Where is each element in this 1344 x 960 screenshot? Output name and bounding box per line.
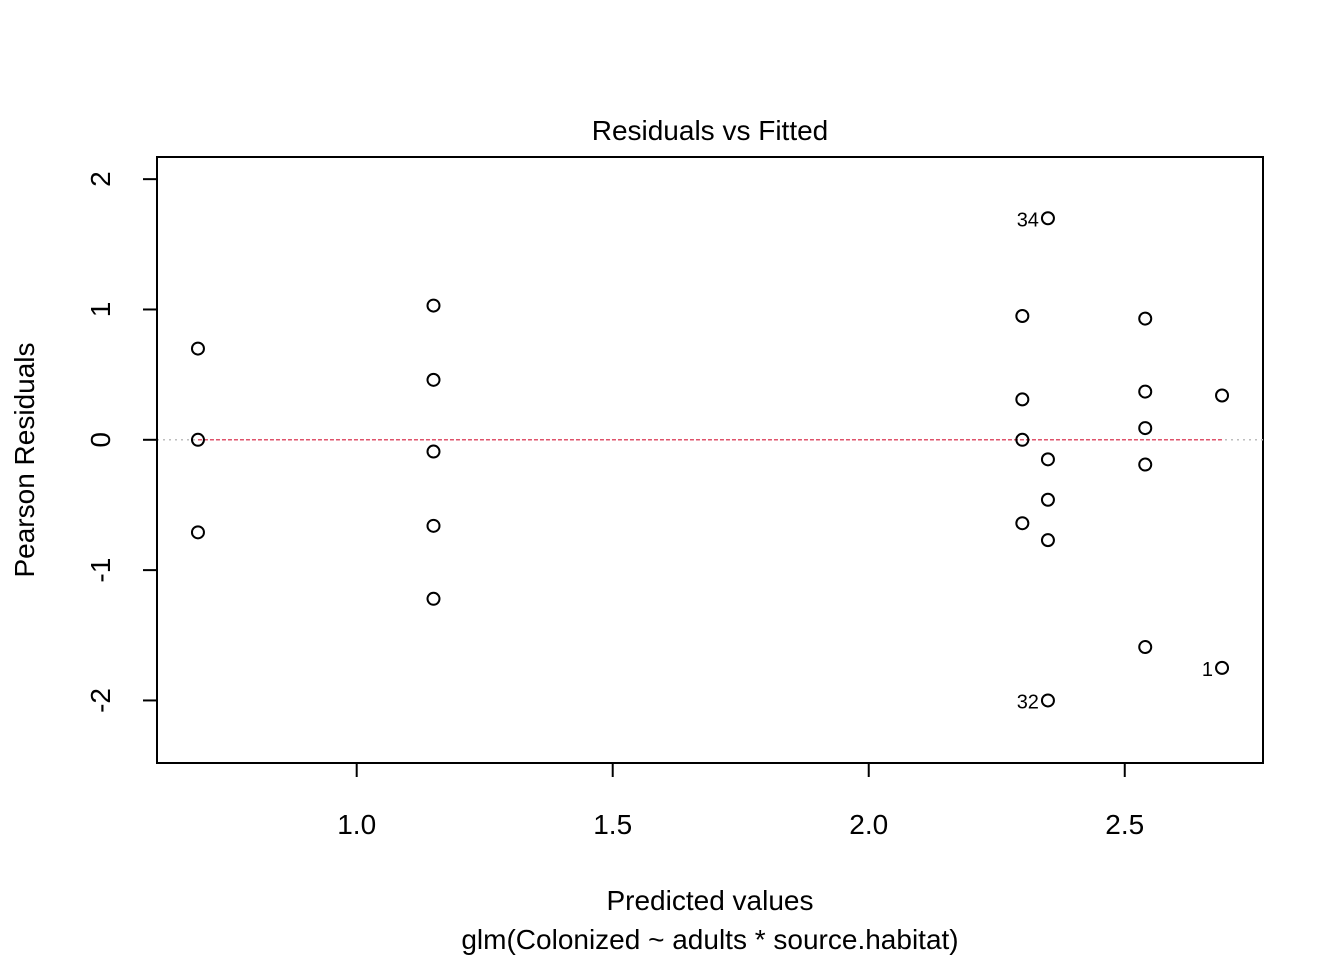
data-point xyxy=(1138,421,1153,436)
y-tick-label: 2 xyxy=(85,171,116,187)
x-axis-sublabel: glm(Colonized ~ adults * source.habitat) xyxy=(461,924,958,955)
chart-title: Residuals vs Fitted xyxy=(592,115,829,146)
data-point xyxy=(426,518,441,533)
point-label: 34 xyxy=(1017,209,1039,231)
data-point xyxy=(1138,311,1153,326)
data-point xyxy=(1040,211,1055,226)
data-point xyxy=(1138,457,1153,472)
point-label: 1 xyxy=(1202,659,1213,681)
data-point xyxy=(1215,660,1230,675)
data-point xyxy=(1040,693,1055,708)
data-point xyxy=(190,525,205,540)
point-label: 32 xyxy=(1017,691,1039,713)
points-layer xyxy=(190,211,1230,708)
y-tick-label: 1 xyxy=(85,302,116,318)
data-point xyxy=(1138,640,1153,655)
data-point xyxy=(1138,384,1153,399)
y-tick-label: -2 xyxy=(85,688,116,713)
x-tick-label: 2.0 xyxy=(849,809,888,840)
data-point xyxy=(1040,533,1055,548)
x-axis: 1.0 1.5 2.0 2.5 xyxy=(337,762,1144,840)
y-tick-label: -1 xyxy=(85,558,116,583)
data-point xyxy=(426,298,441,313)
x-tick-label: 1.5 xyxy=(593,809,632,840)
data-point xyxy=(426,591,441,606)
x-axis-label: Predicted values xyxy=(606,885,813,916)
data-point xyxy=(426,372,441,387)
data-point xyxy=(1015,432,1030,447)
data-point xyxy=(1215,388,1230,403)
x-tick-label: 2.5 xyxy=(1105,809,1144,840)
y-axis-label: Pearson Residuals xyxy=(9,342,40,577)
data-point xyxy=(1015,516,1030,531)
x-tick-label: 1.0 xyxy=(337,809,376,840)
data-point xyxy=(1015,392,1030,407)
data-point xyxy=(1040,452,1055,467)
y-tick-label: 0 xyxy=(85,432,116,448)
data-point xyxy=(1040,492,1055,507)
data-point xyxy=(1015,308,1030,323)
plot-frame xyxy=(156,156,1264,764)
data-point xyxy=(426,444,441,459)
data-point xyxy=(190,341,205,356)
point-labels: 34 32 1 xyxy=(1017,209,1213,713)
y-axis: -2 -1 0 1 2 xyxy=(85,171,158,713)
data-point xyxy=(190,432,205,447)
